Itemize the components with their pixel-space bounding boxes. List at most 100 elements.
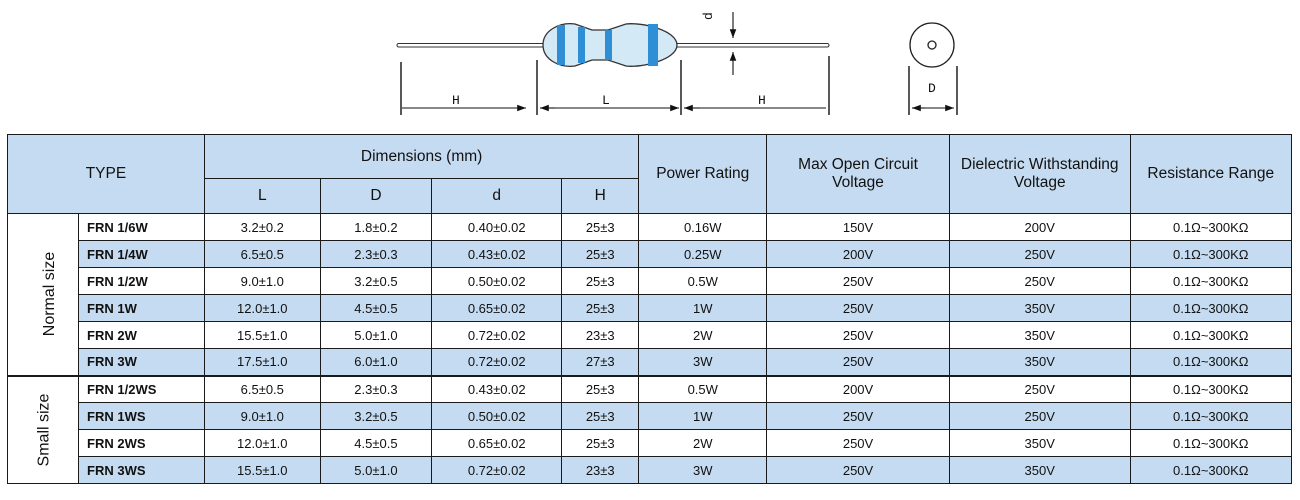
cell-resistance-range: 0.1Ω~300KΩ [1129,240,1293,268]
table-body: Normal size FRN 1/6W 3.2±0.2 1.8±0.2 0.40±0.… [6,213,1293,484]
cell-type: FRN 1/2WS [78,374,205,403]
table-row: Normal size FRN 1/6W 3.2±0.2 1.8±0.2 0.40±0.… [6,213,1293,376]
cell-wire-diameter: 0.40±0.02 [431,213,563,241]
resistor-body [542,23,678,67]
label-l: L [602,93,610,108]
cell-length-l: 15.5±1.0 [203,321,321,349]
table-row: FRN 1W 12.0±1.0 4.5±0.5 0.65±0.02 25±3 1W 250V… [8,294,1293,322]
header-d-body: D [319,178,433,214]
cell-wire-diameter: 0.65±0.02 [431,429,563,457]
cell-type: FRN 1/4W [78,240,205,268]
cell-dielectric-voltage: 250V [948,402,1131,430]
group-label: Small size [35,393,53,467]
cell-resistance-range: 0.1Ω~300KΩ [1129,267,1293,295]
dimension-lines [400,56,830,115]
cell-wire-diameter: 0.72±0.02 [431,456,563,484]
cell-power-rating: 3W [638,348,768,376]
cell-power-rating: 0.5W [638,374,768,403]
table-row: FRN 1/2W 9.0±1.0 3.2±0.5 0.50±0.02 25±3 0.5W 2… [8,267,1293,295]
cell-wire-diameter: 0.65±0.02 [431,294,563,322]
cell-length-l: 12.0±1.0 [203,294,321,322]
cell-lead-length-h: 25±3 [561,402,640,430]
cell-dielectric-voltage: 200V [948,213,1131,241]
dimension-l: L [540,93,679,112]
header-h: H [561,178,640,214]
cell-type: FRN 2W [78,321,205,349]
group-label-cell: Normal size [6,213,80,376]
color-band [648,24,658,66]
header-power-rating: Power Rating [638,134,768,214]
dimension-h-right: H [684,93,826,112]
cell-max-open-circuit-voltage: 250V [766,429,950,457]
table-header: TYPE Dimensions (mm) Power Rating Max Op… [7,134,1293,214]
cell-dielectric-voltage: 350V [948,294,1131,322]
cell-diameter-d: 2.3±0.3 [319,240,433,268]
cell-length-l: 9.0±1.0 [203,402,321,430]
cell-type: FRN 1W [78,294,205,322]
cell-power-rating: 0.16W [638,213,768,241]
cell-length-l: 6.5±0.5 [203,240,321,268]
cell-diameter-d: 6.0±1.0 [319,348,433,376]
cell-length-l: 17.5±1.0 [203,348,321,376]
cell-type: FRN 1/2W [78,267,205,295]
cell-diameter-d: 4.5±0.5 [319,294,433,322]
cell-resistance-range: 0.1Ω~300KΩ [1129,402,1293,430]
cell-lead-length-h: 25±3 [561,374,640,403]
table-row: FRN 3W 17.5±1.0 6.0±1.0 0.72±0.02 27±3 3W 250V… [8,348,1293,376]
label-h-left: H [452,93,460,108]
header-dielectric-withstanding-voltage: Dielectric Withstanding Voltage [948,134,1131,214]
label-d-big: D [928,81,936,96]
cell-length-l: 9.0±1.0 [203,267,321,295]
group-label: Normal size [41,252,59,337]
cell-dielectric-voltage: 350V [948,429,1131,457]
cell-type: FRN 3W [78,348,205,376]
cell-power-rating: 1W [638,294,768,322]
cell-lead-length-h: 27±3 [561,348,640,376]
cell-type: FRN 2WS [78,429,205,457]
cell-dielectric-voltage: 250V [948,240,1131,268]
table-row: FRN 2WS 12.0±1.0 4.5±0.5 0.65±0.02 25±3 2W 250… [8,429,1293,457]
color-band [605,30,612,60]
cell-max-open-circuit-voltage: 250V [766,402,950,430]
cell-power-rating: 0.5W [638,267,768,295]
group-label-cell: Small size [6,374,80,484]
color-band [578,27,585,63]
table-row: FRN 2W 15.5±1.0 5.0±1.0 0.72±0.02 23±3 2W 250V… [8,321,1293,349]
cell-power-rating: 0.25W [638,240,768,268]
cell-power-rating: 1W [638,402,768,430]
cell-diameter-d: 5.0±1.0 [319,321,433,349]
table-row: Small size FRN 1/2WS 6.5±0.5 2.3±0.3 0.43±0.… [6,374,1293,484]
cell-resistance-range: 0.1Ω~300KΩ [1129,374,1293,403]
cell-resistance-range: 0.1Ω~300KΩ [1129,429,1293,457]
table-row: FRN 3WS 15.5±1.0 5.0±1.0 0.72±0.02 23±3 3W 250… [8,456,1293,484]
cell-dielectric-voltage: 350V [948,348,1131,376]
cell-max-open-circuit-voltage: 250V [766,267,950,295]
table-row: FRN 1WS 9.0±1.0 3.2±0.5 0.50±0.02 25±3 1W 250V… [8,402,1293,430]
cell-resistance-range: 0.1Ω~300KΩ [1129,213,1293,241]
cell-power-rating: 3W [638,456,768,484]
header-type: TYPE [7,134,205,214]
table-row: FRN 1/4W 6.5±0.5 2.3±0.3 0.43±0.02 25±3 0.25W… [8,240,1293,268]
cell-resistance-range: 0.1Ω~300KΩ [1129,294,1293,322]
cell-length-l: 3.2±0.2 [203,213,321,241]
color-band [557,25,565,65]
cell-resistance-range: 0.1Ω~300KΩ [1129,348,1293,376]
cell-resistance-range: 0.1Ω~300KΩ [1129,321,1293,349]
dimension-h-left: H [402,93,526,112]
cell-power-rating: 2W [638,429,768,457]
cell-lead-length-h: 23±3 [561,456,640,484]
cross-section-view: D [908,22,958,115]
cell-diameter-d: 2.3±0.3 [319,374,433,403]
label-h-right: H [758,93,766,108]
cell-resistance-range: 0.1Ω~300KΩ [1129,456,1293,484]
header-dimensions: Dimensions (mm) [203,134,640,179]
cell-lead-length-h: 25±3 [561,429,640,457]
cell-type: FRN 1WS [78,402,205,430]
cell-type: FRN 3WS [78,456,205,484]
cell-max-open-circuit-voltage: 250V [766,456,950,484]
cell-wire-diameter: 0.50±0.02 [431,267,563,295]
resistor-dimension-diagram: H L H d D [396,12,958,115]
cell-lead-length-h: 23±3 [561,321,640,349]
header-max-open-circuit-voltage: Max Open Circuit Voltage [766,134,950,214]
cell-dielectric-voltage: 250V [948,267,1131,295]
